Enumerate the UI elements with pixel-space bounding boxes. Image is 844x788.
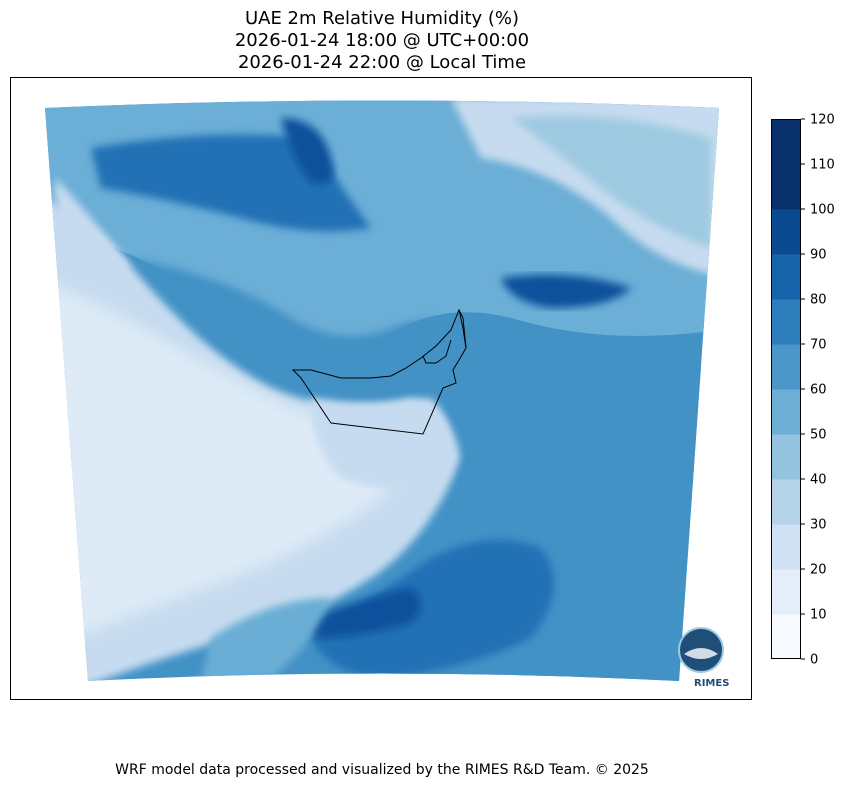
colorbar-tick-label: 90 [810,248,827,263]
region-desert-light [45,278,399,638]
colorbar-segment [771,479,801,525]
chart-title-utc-time: 2026-01-24 18:00 @ UTC+00:00 [234,30,530,51]
uae-border [291,308,467,435]
colorbar-tick-label: 20 [810,563,827,578]
colorbar-tick-label: 80 [810,293,827,308]
region-desert-light-strip [55,178,131,271]
colorbar-segment [771,299,801,345]
colorbar-segment [771,434,801,480]
colorbar-border [771,119,801,659]
region-uae-inland [311,398,449,488]
colorbar-segment [771,254,801,300]
humidity-map [45,100,719,681]
colorbar-tick-label: 10 [810,608,827,623]
colorbar-tick-label: 120 [810,113,835,128]
region-gulf-mid [131,258,481,412]
region-coast-dark [311,588,421,638]
colorbar-tick-label: 40 [810,473,827,488]
colorbar-tick-label: 70 [810,338,827,353]
map-frame [10,77,752,700]
chart-title-line1: UAE 2m Relative Humidity (%) [244,8,520,29]
colorbar-tick-label: 110 [810,158,835,173]
colorbar-segment [771,209,801,255]
colorbar-segment [771,524,801,570]
colorbar-tick-label: 50 [810,428,827,443]
colorbar-segment [771,569,801,615]
colorbar-tick-label: 100 [810,203,835,218]
colorbar-tick-label: 0 [810,653,818,668]
region-oman-moist-band [311,540,554,678]
colorbar-scale: 0 10 20 30 40 50 60 70 80 90 100 110 120 [771,113,835,668]
region-southwest-mid [201,598,331,681]
region-east-dark-band [501,274,631,308]
colorbar-tick-label: 60 [810,383,827,398]
colorbar-segment [771,119,801,165]
colorbar-segment [771,614,801,660]
colorbar-segment [771,344,801,390]
rimes-logo: RIMES [678,627,729,689]
logo-label: RIMES [694,678,729,689]
musandam-outline [458,309,467,349]
uae-oman-border [422,339,452,364]
chart-title-local-time: 2026-01-24 22:00 @ Local Time [237,52,527,73]
colorbar-segment [771,389,801,435]
region-north-darkest [281,118,334,184]
footer-credit: WRF model data processed and visualized … [115,762,649,778]
region-northeast-mid [511,115,711,248]
colorbar-tick-label: 30 [810,518,827,533]
colorbar-segment [771,164,801,210]
